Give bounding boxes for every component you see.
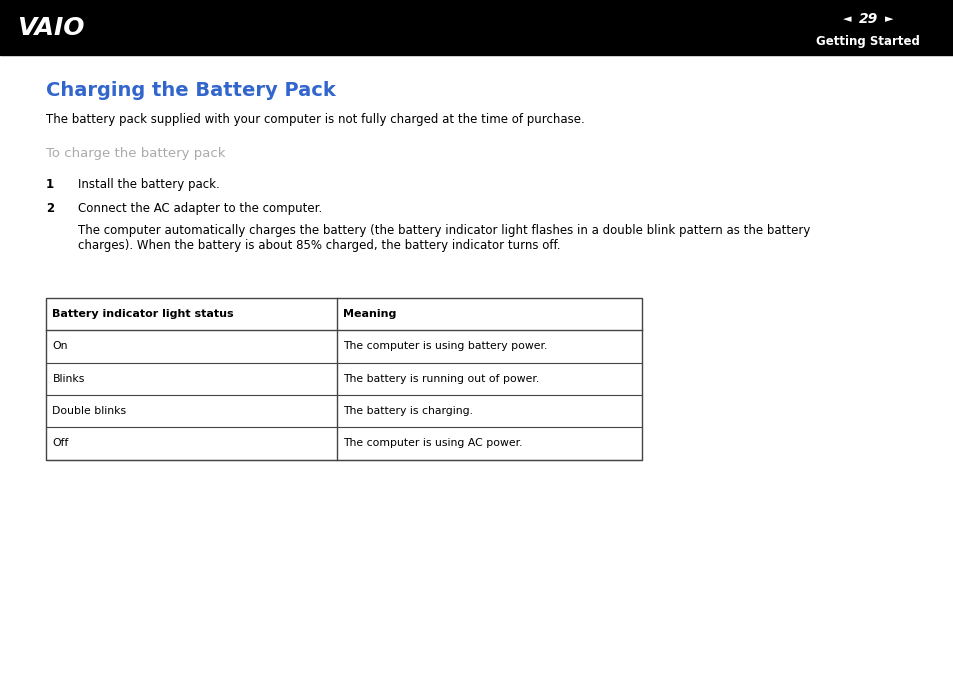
Text: To charge the battery pack: To charge the battery pack xyxy=(46,147,225,160)
Text: 2: 2 xyxy=(46,202,54,215)
Text: The battery is charging.: The battery is charging. xyxy=(343,406,473,416)
Text: Battery indicator light status: Battery indicator light status xyxy=(52,309,233,319)
Bar xyxy=(46,298,641,460)
Text: Meaning: Meaning xyxy=(343,309,396,319)
Text: On: On xyxy=(52,342,68,351)
Text: The battery is running out of power.: The battery is running out of power. xyxy=(343,374,539,384)
Text: 1: 1 xyxy=(46,178,54,191)
Text: VAIO: VAIO xyxy=(17,16,85,40)
Text: ►: ► xyxy=(884,14,892,24)
Text: The computer is using battery power.: The computer is using battery power. xyxy=(343,342,547,351)
Text: Charging the Battery Pack: Charging the Battery Pack xyxy=(46,81,335,100)
Text: Connect the AC adapter to the computer.: Connect the AC adapter to the computer. xyxy=(78,202,322,215)
Text: Install the battery pack.: Install the battery pack. xyxy=(78,178,220,191)
Text: Blinks: Blinks xyxy=(52,374,85,384)
Bar xyxy=(0,0,953,55)
Text: The battery pack supplied with your computer is not fully charged at the time of: The battery pack supplied with your comp… xyxy=(46,113,584,126)
Text: Getting Started: Getting Started xyxy=(816,35,919,48)
Text: Off: Off xyxy=(52,439,69,448)
Text: 29: 29 xyxy=(858,12,877,26)
Text: The computer automatically charges the battery (the battery indicator light flas: The computer automatically charges the b… xyxy=(78,224,810,253)
Text: Double blinks: Double blinks xyxy=(52,406,127,416)
Text: ◄: ◄ xyxy=(842,14,850,24)
Text: The computer is using AC power.: The computer is using AC power. xyxy=(343,439,522,448)
